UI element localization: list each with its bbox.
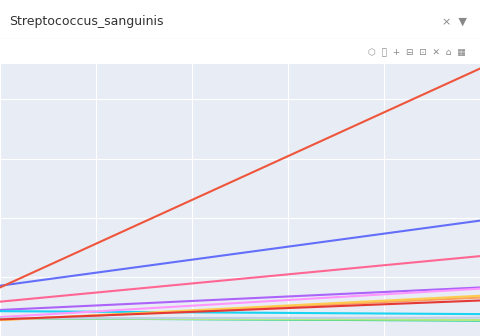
Text: ⬡  🔍  +  ⊟  ⊡  ✕  ⌂  ▦: ⬡ 🔍 + ⊟ ⊡ ✕ ⌂ ▦ — [368, 48, 466, 57]
Text: ×  ▼: × ▼ — [442, 16, 467, 26]
Text: Streptococcus_sanguinis: Streptococcus_sanguinis — [10, 15, 164, 28]
